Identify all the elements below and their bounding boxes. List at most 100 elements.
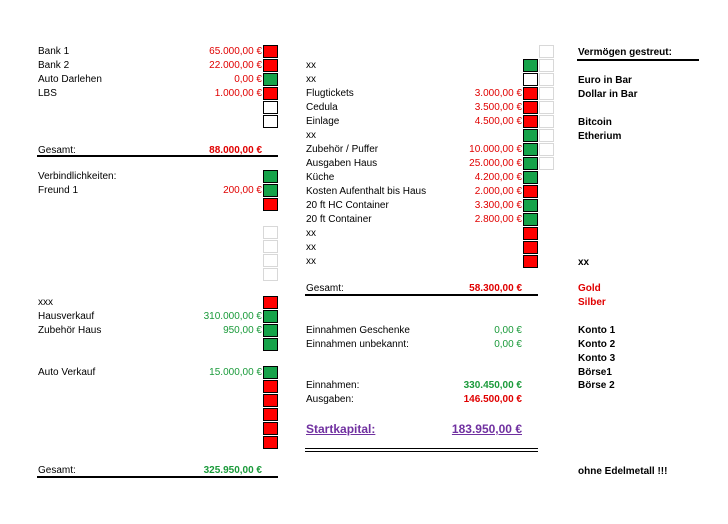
einlage-value: 4.500,00 € bbox=[474, 116, 522, 127]
status-cell bbox=[523, 87, 538, 100]
status-cell bbox=[523, 73, 538, 86]
einnahmen-geschenke-value: 0,00 € bbox=[494, 325, 522, 336]
empty-cell bbox=[539, 129, 554, 142]
empty-cell bbox=[539, 45, 554, 58]
title-underline bbox=[577, 59, 699, 61]
status-cell bbox=[523, 115, 538, 128]
einnahmen-geschenke-label: Einnahmen Geschenke bbox=[306, 325, 410, 336]
boerse2-label: Börse 2 bbox=[578, 380, 615, 391]
status-cell bbox=[523, 171, 538, 184]
status-cell bbox=[263, 87, 278, 100]
xx-label: xx bbox=[306, 74, 316, 85]
empty-cell bbox=[263, 226, 278, 239]
bank1-value: 65.000,00 € bbox=[209, 46, 262, 57]
einnahmen-label: Einnahmen: bbox=[306, 380, 360, 391]
hausverkauf-value: 310.000,00 € bbox=[203, 311, 262, 322]
status-cell bbox=[523, 143, 538, 156]
status-cell bbox=[263, 45, 278, 58]
middle-gesamt-value: 58.300,00 € bbox=[469, 283, 522, 294]
container-label: 20 ft Container bbox=[306, 214, 372, 225]
double-underline-bottom bbox=[305, 451, 538, 452]
lbs-label: LBS bbox=[38, 88, 57, 99]
gesamt2-label: Gesamt: bbox=[38, 465, 76, 476]
status-cell bbox=[523, 213, 538, 226]
verbindlichkeiten-label: Verbindlichkeiten: bbox=[38, 171, 117, 182]
zubehoer-puffer-value: 10.000,00 € bbox=[469, 144, 522, 155]
status-cell bbox=[263, 310, 278, 323]
gesamt1-value: 88.000,00 € bbox=[209, 145, 262, 156]
status-cell bbox=[523, 101, 538, 114]
xx-label: xx bbox=[306, 242, 316, 253]
xx-label: xx bbox=[578, 257, 590, 268]
status-cell bbox=[263, 296, 278, 309]
gesamt2-value: 325.950,00 € bbox=[203, 465, 262, 476]
status-cell bbox=[263, 73, 278, 86]
status-cell bbox=[523, 255, 538, 268]
auto-verkauf-label: Auto Verkauf bbox=[38, 367, 96, 378]
status-cell bbox=[263, 170, 278, 183]
empty-cell bbox=[539, 73, 554, 86]
bank2-value: 22.000,00 € bbox=[209, 60, 262, 71]
kosten-aufenthalt-value: 2.000,00 € bbox=[474, 186, 522, 197]
xx-label: xx bbox=[306, 228, 316, 239]
status-cell bbox=[263, 198, 278, 211]
konto3-label: Konto 3 bbox=[578, 353, 616, 364]
startkapital-label: Startkapital: bbox=[306, 422, 376, 436]
kueche-value: 4.200,00 € bbox=[474, 172, 522, 183]
konto2-label: Konto 2 bbox=[578, 339, 616, 350]
xx-label: xx bbox=[306, 130, 316, 141]
container-value: 2.800,00 € bbox=[474, 214, 522, 225]
ausgaben-value: 146.500,00 € bbox=[463, 394, 522, 405]
konto1-label: Konto 1 bbox=[578, 325, 616, 336]
status-cell bbox=[523, 227, 538, 240]
xx-label: xx bbox=[306, 60, 316, 71]
flugtickets-value: 3.000,00 € bbox=[474, 88, 522, 99]
status-cell bbox=[523, 199, 538, 212]
status-cell bbox=[263, 436, 278, 449]
empty-cell bbox=[263, 254, 278, 267]
empty-cell bbox=[263, 240, 278, 253]
gold-label: Gold bbox=[578, 283, 601, 294]
total-underline bbox=[37, 155, 278, 157]
zubehoer-haus-label: Zubehör Haus bbox=[38, 325, 102, 336]
status-cell bbox=[523, 129, 538, 142]
zubehoer-haus-value: 950,00 € bbox=[223, 325, 262, 336]
empty-cell bbox=[539, 101, 554, 114]
note-label: ohne Edelmetall !!! bbox=[578, 466, 668, 477]
startkapital-value: 183.950,00 € bbox=[451, 422, 522, 436]
einnahmen-value: 330.450,00 € bbox=[463, 380, 522, 391]
ausgaben-haus-label: Ausgaben Haus bbox=[306, 158, 378, 169]
ausgaben-haus-value: 25.000,00 € bbox=[469, 158, 522, 169]
empty-cell bbox=[539, 87, 554, 100]
status-cell bbox=[263, 115, 278, 128]
status-cell bbox=[263, 101, 278, 114]
einnahmen-unbekannt-value: 0,00 € bbox=[494, 339, 522, 350]
kueche-label: Küche bbox=[306, 172, 335, 183]
boerse1-label: Börse1 bbox=[578, 367, 612, 378]
status-cell bbox=[263, 394, 278, 407]
xxx-label: xxx bbox=[38, 297, 53, 308]
status-cell bbox=[523, 157, 538, 170]
vermoegen-title: Vermögen gestreut: bbox=[578, 47, 672, 58]
status-cell bbox=[523, 59, 538, 72]
lbs-value: 1.000,00 € bbox=[214, 88, 262, 99]
gesamt1-label: Gesamt: bbox=[38, 145, 76, 156]
freund1-label: Freund 1 bbox=[38, 185, 79, 196]
hc-container-label: 20 ft HC Container bbox=[306, 200, 389, 211]
empty-cell bbox=[539, 115, 554, 128]
hausverkauf-label: Hausverkauf bbox=[38, 311, 95, 322]
auto-verkauf-value: 15.000,00 € bbox=[209, 367, 262, 378]
etherium-label: Etherium bbox=[578, 131, 622, 142]
status-cell bbox=[523, 185, 538, 198]
status-cell bbox=[263, 338, 278, 351]
total-underline bbox=[37, 476, 278, 478]
dollar-label: Dollar in Bar bbox=[578, 89, 638, 100]
bank2-label: Bank 2 bbox=[38, 60, 70, 71]
silber-label: Silber bbox=[578, 297, 606, 308]
flugtickets-label: Flugtickets bbox=[306, 88, 354, 99]
double-underline-top bbox=[305, 448, 538, 449]
freund1-value: 200,00 € bbox=[223, 185, 262, 196]
einnahmen-unbekannt-label: Einnahmen unbekannt: bbox=[306, 339, 409, 350]
status-cell bbox=[263, 324, 278, 337]
status-cell bbox=[263, 366, 278, 379]
